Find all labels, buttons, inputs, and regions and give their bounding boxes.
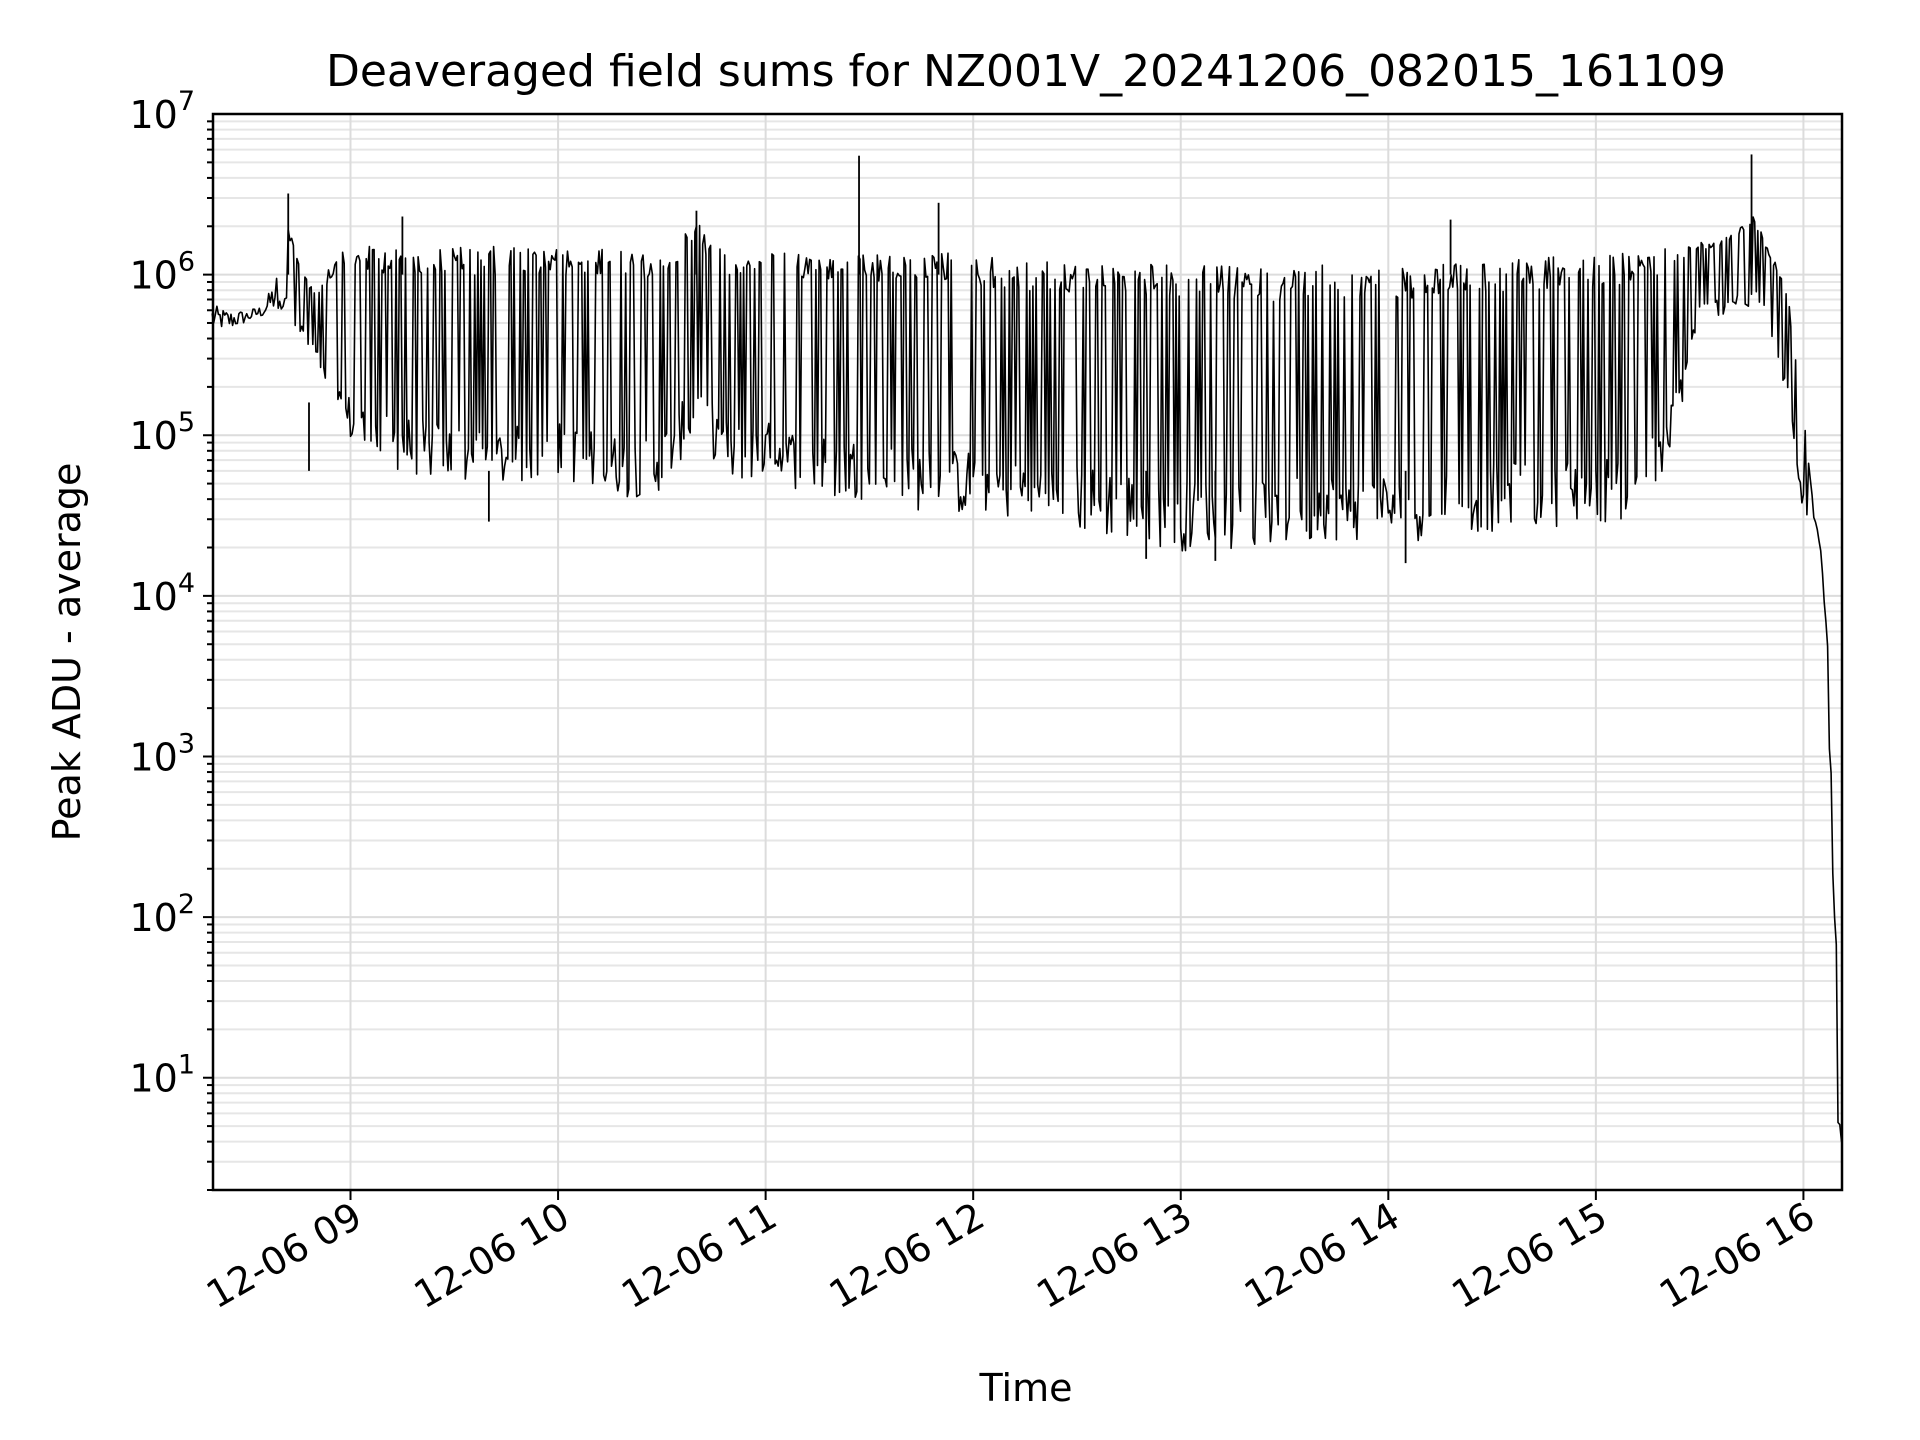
y-tick-label-base: 10: [129, 896, 177, 940]
y-tick-label-base: 10: [129, 414, 177, 458]
y-tick-label-exponent: 4: [178, 568, 195, 599]
y-tick-label: 101: [129, 1050, 195, 1101]
x-axis-label: Time: [979, 1366, 1073, 1410]
y-tick-label-base: 10: [129, 254, 177, 298]
data-series: [211, 154, 1843, 1142]
y-tick-label-base: 10: [129, 575, 177, 619]
chart-title: Deaveraged field sums for NZ001V_2024120…: [326, 46, 1726, 97]
y-tick-label-exponent: 2: [178, 889, 195, 920]
y-tick-label: 102: [129, 889, 195, 940]
y-tick-label: 106: [129, 247, 195, 298]
series-line-0: [211, 216, 1843, 1142]
y-tick-label: 104: [129, 568, 195, 619]
y-tick-label-exponent: 3: [178, 728, 195, 759]
y-tick-label-base: 10: [129, 735, 177, 779]
y-tick-label-exponent: 7: [178, 86, 195, 117]
y-tick-label-base: 10: [129, 93, 177, 137]
y-tick-label-exponent: 6: [178, 247, 195, 278]
y-tick-label: 107: [129, 86, 195, 137]
y-tick-label: 105: [129, 407, 195, 458]
y-tick-label-base: 10: [129, 1057, 177, 1101]
plot-frame: [211, 112, 1844, 1192]
y-tick-label-exponent: 5: [178, 407, 195, 438]
y-tick-label: 103: [129, 728, 195, 779]
y-axis-label: Peak ADU - average: [45, 463, 89, 842]
y-tick-label-exponent: 1: [178, 1050, 195, 1081]
